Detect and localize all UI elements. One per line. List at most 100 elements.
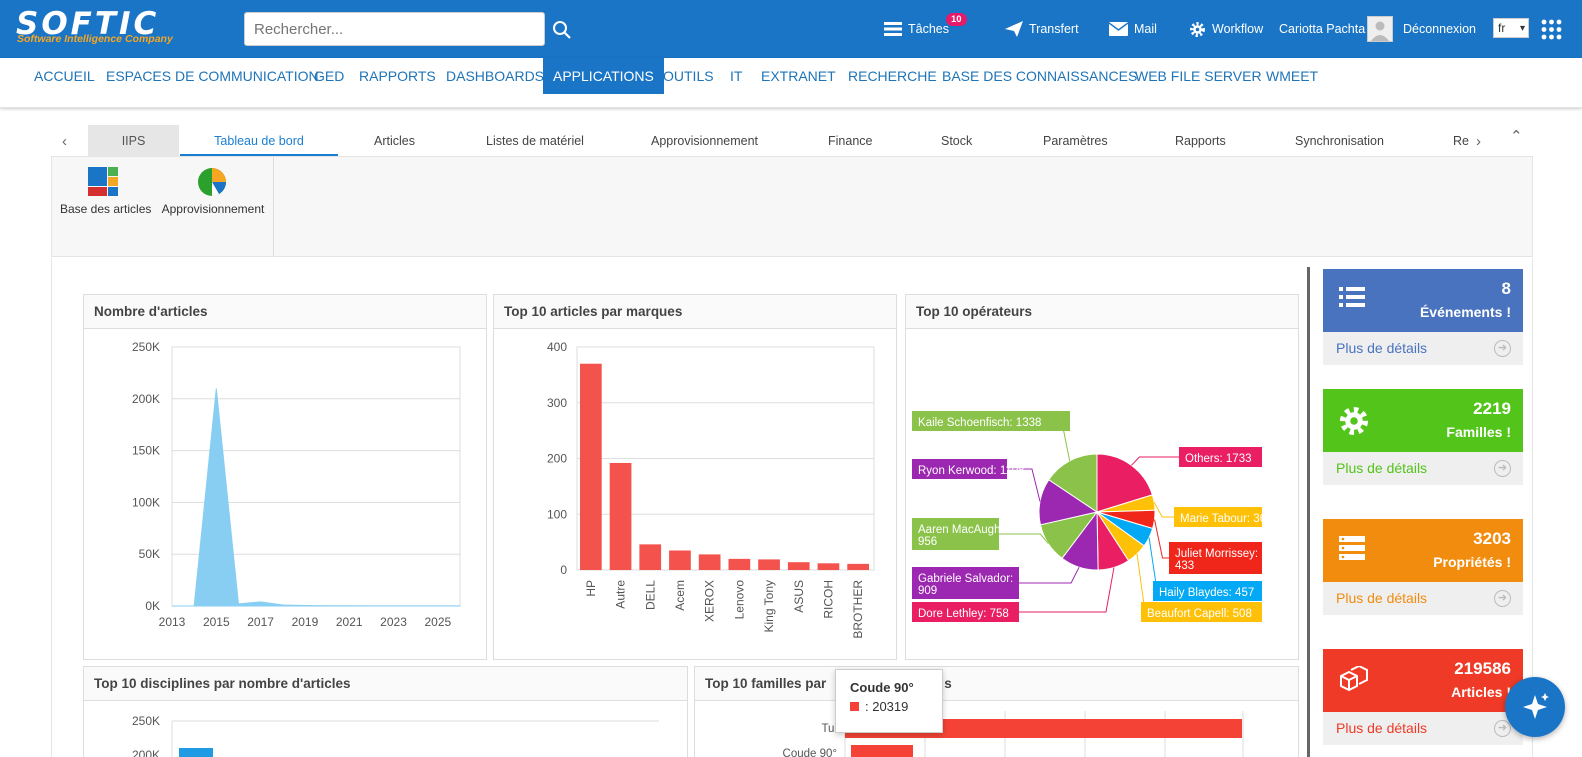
softic-logo[interactable]: SOFTIC Software Intelligence Company: [16, 6, 186, 46]
nav-base-connaissances[interactable]: BASE DES CONNAISSANCES: [942, 68, 1138, 84]
arrow-right-circle-icon: ➜: [1494, 590, 1511, 607]
nav-extranet[interactable]: EXTRANET: [761, 68, 836, 84]
tab-rapports[interactable]: Rapports: [1175, 134, 1226, 148]
label-connector: [1019, 567, 1115, 613]
y-tick-label: 100: [547, 507, 567, 521]
panel-title: Top 10 articles par marques: [494, 295, 896, 329]
sub-tabs: IIPS Tableau de bord Articles Listes de …: [51, 125, 1533, 157]
nav-outils[interactable]: OUTILS: [663, 68, 714, 84]
nav-espaces[interactable]: ESPACES DE COMMUNICATION: [106, 68, 319, 84]
tab-tableau-de-bord[interactable]: Tableau de bord: [180, 125, 338, 156]
side-divider: [1307, 267, 1310, 757]
data-label-box: [1179, 447, 1262, 467]
chevron-up-icon[interactable]: ⌃: [1510, 128, 1523, 145]
data-label: 956: [918, 536, 937, 548]
nav-wmeet[interactable]: WMEET: [1266, 68, 1319, 84]
tab-listes-materiel[interactable]: Listes de matériel: [486, 134, 584, 148]
data-label: Beaufort Capell: 508: [1147, 608, 1252, 620]
nav-web-file-server[interactable]: WEB FILE SERVER: [1135, 68, 1262, 84]
tab-approvisionnement[interactable]: Approvisionnement: [651, 134, 759, 148]
y-tick-label: 300: [547, 396, 567, 410]
mail-menu[interactable]: Mail: [1109, 0, 1157, 58]
ribbon-approvisionnement[interactable]: Approvisionnement: [160, 167, 266, 216]
bar: [845, 719, 1242, 738]
tab-stock[interactable]: Stock: [941, 134, 973, 148]
tab-finance[interactable]: Finance: [828, 134, 873, 148]
card-top: 3203 Propriétés !: [1323, 519, 1523, 582]
mail-label: Mail: [1134, 22, 1157, 36]
x-tick-label: 2021: [336, 615, 363, 629]
card-articles[interactable]: 219586 Articles ! Plus de détails ➜: [1323, 649, 1523, 745]
data-label: Marie Tabour: 369: [1180, 513, 1272, 525]
bar: [698, 554, 721, 570]
y-tick-label: 100K: [132, 495, 160, 509]
y-tick-label: 50K: [139, 547, 160, 561]
area-series: [172, 388, 461, 607]
card-details-link[interactable]: Plus de détails ➜: [1323, 582, 1523, 615]
card-top: 8 Événements !: [1323, 269, 1523, 332]
x-tick-label: King Tony: [762, 580, 776, 632]
transfer-label: Transfert: [1029, 22, 1079, 36]
apps-grid-icon[interactable]: [1541, 19, 1562, 45]
nav-applications[interactable]: APPLICATIONS: [543, 58, 664, 94]
search-input[interactable]: [244, 12, 545, 46]
nav-recherche[interactable]: RECHERCHE: [848, 68, 937, 84]
y-tick-label: Tul: [821, 723, 837, 735]
search-icon[interactable]: [552, 20, 572, 45]
card-details-link[interactable]: Plus de détails ➜: [1323, 712, 1523, 745]
nav-rapports[interactable]: RAPPORTS: [359, 68, 436, 84]
x-tick-label: 2019: [292, 615, 319, 629]
user-name[interactable]: Cariotta Pachta: [1279, 22, 1366, 36]
panel-title-part2: s: [944, 676, 952, 691]
transfer-menu[interactable]: Transfert: [1005, 0, 1079, 58]
pie-chart-icon: [198, 168, 226, 196]
panel-title: Top 10 disciplines par nombre d'articles: [84, 667, 687, 701]
logout-link[interactable]: Déconnexion: [1403, 22, 1476, 36]
bar: [669, 550, 691, 570]
label-connector: [1154, 519, 1169, 559]
data-label-box: [912, 567, 1019, 599]
card-details-link[interactable]: Plus de détails ➜: [1323, 332, 1523, 365]
tab-parametres[interactable]: Paramètres: [1043, 134, 1108, 148]
workflow-label: Workflow: [1212, 22, 1264, 36]
bar: [179, 748, 213, 757]
panel-top-marques: Top 10 articles par marques 0 100 200 300 40…: [493, 294, 897, 660]
bar: [787, 562, 810, 570]
nav-ged[interactable]: GED: [314, 68, 345, 84]
x-tick-label: HP: [584, 580, 598, 597]
ribbon-base-articles[interactable]: Base des articles: [60, 167, 151, 216]
chevron-left-icon[interactable]: ‹: [62, 133, 67, 150]
language-select[interactable]: fr ▾: [1493, 18, 1529, 38]
card-evenements[interactable]: 8 Événements ! Plus de détails ➜: [1323, 269, 1523, 365]
y-tick-label: 200: [547, 452, 567, 466]
tab-synchronisation[interactable]: Synchronisation: [1295, 134, 1384, 148]
x-tick-label: Acem: [673, 580, 687, 611]
data-label-box: [912, 459, 1007, 479]
data-label-box: [912, 411, 1070, 431]
chevron-right-icon[interactable]: ›: [1476, 133, 1481, 150]
chevron-down-icon: ▾: [1519, 23, 1525, 34]
nav-dashboards[interactable]: DASHBOARDS: [446, 68, 545, 84]
avatar[interactable]: [1367, 16, 1393, 42]
card-familles[interactable]: 2219 Familles ! Plus de détails ➜: [1323, 389, 1523, 485]
logo-text: SOFTIC: [16, 6, 160, 42]
nav-accueil[interactable]: ACCUEIL: [34, 68, 95, 84]
bar: [817, 563, 840, 570]
data-label-box: [1174, 507, 1262, 527]
card-label: Familles !: [1446, 424, 1511, 440]
assistant-button[interactable]: [1505, 677, 1565, 737]
tasks-icon: [884, 22, 902, 36]
y-tick-label: 150K: [132, 444, 160, 458]
tab-more[interactable]: Re: [1453, 134, 1469, 148]
y-tick-label: 0: [560, 563, 567, 577]
tasks-menu[interactable]: Tâches: [884, 0, 949, 58]
tab-articles[interactable]: Articles: [374, 134, 415, 148]
arrow-right-circle-icon: ➜: [1494, 340, 1511, 357]
nav-it[interactable]: IT: [730, 68, 743, 84]
card-proprietes[interactable]: 3203 Propriétés ! Plus de détails ➜: [1323, 519, 1523, 615]
x-tick-label: DELL: [643, 580, 657, 610]
data-label-box: [1141, 602, 1262, 622]
workflow-menu[interactable]: Workflow: [1189, 0, 1263, 58]
tab-iips[interactable]: IIPS: [88, 125, 179, 156]
card-details-link[interactable]: Plus de détails ➜: [1323, 452, 1523, 485]
